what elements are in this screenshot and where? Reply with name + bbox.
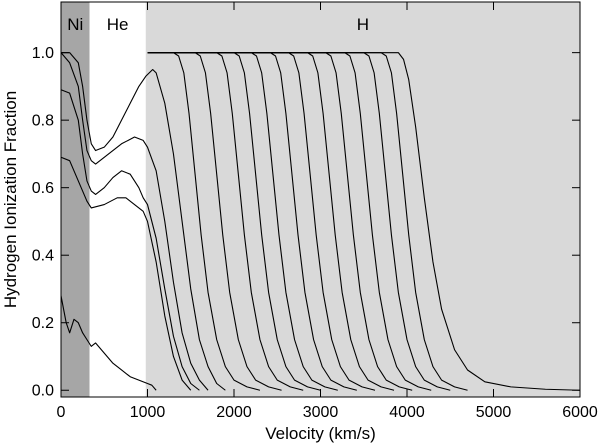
x-tick-label: 5000 [476, 404, 512, 421]
series-line-5 [60, 295, 157, 391]
y-tick-label: 0.6 [32, 180, 54, 197]
region-label-ni: Ni [67, 15, 83, 34]
series-line-9 [147, 52, 321, 391]
x-tick-label: 4000 [389, 404, 425, 421]
ticks-layer [60, 2, 581, 397]
x-tick-label: 0 [57, 404, 66, 421]
y-tick-label: 0.4 [32, 248, 54, 265]
x-tick-label: 3000 [303, 404, 339, 421]
series-line-12 [147, 52, 376, 391]
y-tick-label: 1.0 [32, 45, 54, 62]
regions-layer [61, 2, 580, 397]
y-tick-label: 0.2 [32, 315, 54, 332]
region-band-h [145, 2, 580, 397]
x-tick-label: 2000 [216, 404, 252, 421]
series-line-2 [60, 52, 209, 391]
region-label-h: H [357, 15, 369, 34]
series-layer [60, 52, 581, 391]
y-axis-label: Hydrogen Ionization Fraction [1, 91, 20, 308]
series-line-3 [60, 89, 200, 391]
series-line-1 [61, 52, 226, 391]
y-tick-label: 0.0 [32, 383, 54, 400]
series-line-7 [147, 52, 282, 391]
x-tick-label: 6000 [562, 404, 598, 421]
series-line-17 [147, 52, 468, 391]
series-line-8 [147, 52, 304, 391]
series-line-18 [147, 52, 581, 391]
y-tick-label: 0.8 [32, 113, 54, 130]
region-label-he: He [107, 15, 129, 34]
region-band-he [89, 2, 146, 397]
x-axis-label: Velocity (km/s) [265, 424, 376, 443]
series-line-15 [147, 52, 432, 391]
series-line-6 [147, 52, 261, 391]
series-line-13 [147, 52, 395, 391]
labels-layer: Ni He H 0 1000 2000 3000 4000 5000 6000 0.0 0.2 0.4 0… [1, 15, 598, 443]
series-line-10 [147, 52, 338, 391]
series-line-14 [147, 52, 413, 391]
series-line-4 [60, 156, 192, 391]
region-band-ni [61, 2, 90, 397]
x-tick-label: 1000 [130, 404, 166, 421]
series-line-16 [147, 52, 451, 391]
series-line-11 [147, 52, 357, 391]
